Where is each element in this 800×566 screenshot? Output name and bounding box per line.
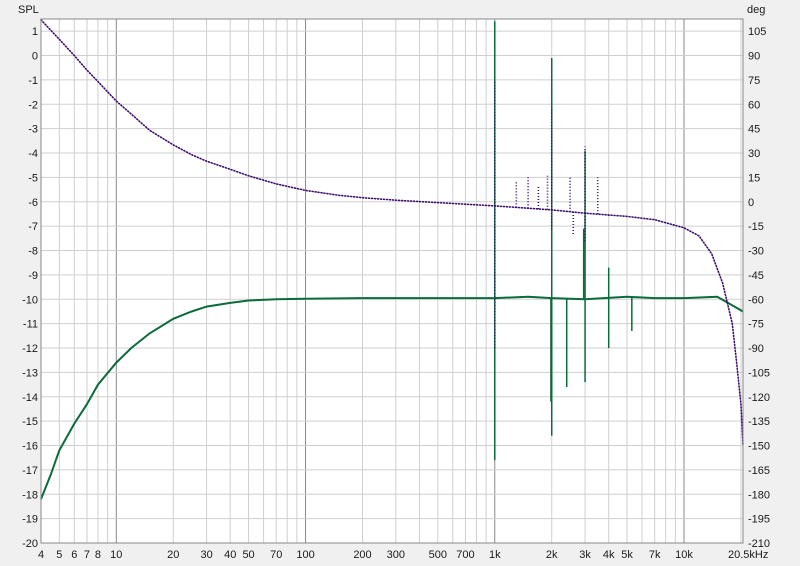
grid — [40, 19, 743, 544]
y-right-tick-label: -210 — [748, 538, 770, 550]
x-tick-label: 200 — [353, 549, 371, 561]
x-tick-label: 8 — [95, 549, 101, 561]
x-tick-label: 300 — [387, 549, 405, 561]
y-left-tick-label: -7 — [28, 221, 38, 233]
y-left-axis-label: SPL — [18, 4, 39, 16]
x-tick-label: 40 — [224, 549, 236, 561]
y-right-tick-label: -195 — [748, 514, 770, 526]
x-tick-label: 10k — [675, 549, 693, 561]
y-left-tick-label: -2 — [28, 99, 38, 111]
x-tick-label: 4 — [38, 549, 44, 561]
x-tick-label: 7k — [649, 549, 661, 561]
x-tick-label: 1k — [489, 549, 501, 561]
y-right-tick-label: -120 — [748, 392, 770, 404]
plot-frame — [40, 18, 744, 544]
y-right-tick-label: 90 — [748, 51, 760, 63]
y-left-tick-label: -11 — [23, 319, 38, 331]
y-right-tick-label: -105 — [748, 367, 770, 379]
y-left-tick-label: 1 — [32, 26, 38, 38]
x-tick-label: 5k — [621, 549, 633, 561]
x-tick-label: 2k — [546, 549, 558, 561]
x-tick-label: 4k — [603, 549, 615, 561]
y-right-axis-label: deg — [747, 4, 765, 16]
y-left-tick-label: -9 — [28, 270, 38, 282]
tick-labels: 4 5 6 7 8 10 20 30 40 50 70 100 200 300 500 700 1k 2k 3k 4k… — [22, 26, 770, 561]
x-tick-label: 500 — [429, 549, 447, 561]
y-left-tick-label: -3 — [28, 124, 38, 136]
y-left-tick-label: -5 — [28, 172, 38, 184]
x-tick-label: 70 — [270, 549, 282, 561]
y-right-tick-label: -60 — [748, 294, 764, 306]
y-left-tick-label: -10 — [22, 294, 38, 306]
y-right-tick-label: -180 — [748, 489, 770, 501]
y-left-tick-label: -14 — [22, 392, 38, 404]
x-tick-label: 5 — [56, 549, 62, 561]
y-left-tick-label: -17 — [22, 465, 38, 477]
y-left-tick-label: -16 — [22, 441, 38, 453]
y-left-tick-label: -1 — [28, 75, 38, 87]
y-left-tick-label: -19 — [22, 514, 38, 526]
y-right-tick-label: -15 — [748, 221, 764, 233]
y-right-tick-label: 105 — [748, 26, 766, 38]
x-tick-label: 20.5kHz — [728, 549, 768, 561]
y-left-tick-label: -15 — [22, 416, 38, 428]
y-left-tick-label: -18 — [22, 489, 38, 501]
y-right-tick-label: 30 — [748, 148, 760, 160]
phase-line — [40, 19, 744, 447]
y-right-tick-label: -90 — [748, 343, 764, 355]
plot-background — [41, 19, 743, 543]
y-left-tick-label: -6 — [28, 197, 38, 209]
y-right-tick-label: 45 — [748, 124, 760, 136]
y-right-tick-label: -135 — [748, 416, 770, 428]
y-left-tick-label: -4 — [28, 148, 38, 160]
y-left-tick-label: -13 — [22, 367, 38, 379]
y-right-tick-label: -45 — [748, 270, 764, 282]
y-right-tick-label: 60 — [748, 99, 760, 111]
y-right-tick-label: -30 — [748, 246, 764, 258]
x-tick-label: 100 — [296, 549, 314, 561]
y-right-tick-label: -165 — [748, 465, 770, 477]
y-left-tick-label: -12 — [22, 343, 38, 355]
x-tick-label: 20 — [167, 549, 179, 561]
x-tick-label: 3k — [579, 549, 591, 561]
y-right-tick-label: -150 — [748, 441, 770, 453]
y-right-tick-label: 75 — [748, 75, 760, 87]
x-tick-label: 700 — [456, 549, 474, 561]
y-left-tick-label: 0 — [32, 51, 38, 63]
y-right-tick-label: 0 — [748, 197, 754, 209]
x-tick-label: 7 — [84, 549, 90, 561]
x-tick-label: 6 — [71, 549, 77, 561]
series-group — [40, 19, 744, 500]
y-right-tick-label: -75 — [748, 319, 764, 331]
y-right-tick-label: 15 — [748, 172, 760, 184]
x-tick-label: 10 — [110, 549, 122, 561]
x-tick-label: 30 — [200, 549, 212, 561]
spl-line — [40, 295, 744, 500]
x-tick-label: 50 — [242, 549, 254, 561]
y-left-tick-label: -8 — [28, 246, 38, 258]
y-left-tick-label: -20 — [22, 538, 38, 550]
